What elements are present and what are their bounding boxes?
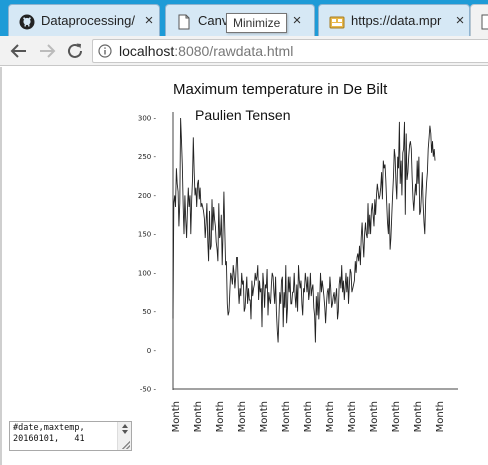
scroll-up-icon[interactable] — [122, 424, 128, 428]
dataset-icon — [329, 16, 345, 29]
x-tick-label: Month — [435, 401, 446, 432]
tab-dataprocessing[interactable]: Dataprocessing/ × — [8, 4, 160, 36]
y-tick-label: 50 - — [142, 308, 156, 316]
tab-title: Dataprocessing/ — [41, 13, 135, 28]
close-icon[interactable]: × — [144, 12, 154, 29]
y-tick-label: 100 - — [138, 269, 157, 277]
y-tick-label: 300 - — [138, 115, 157, 123]
chart-title: Maximum temperature in De Bilt — [173, 81, 388, 98]
y-tick-label: 250 - — [138, 153, 157, 161]
url-text: localhost:8080/rawdata.html — [119, 43, 293, 59]
tab-data-mpr[interactable]: https://data.mpr × — [318, 4, 470, 36]
x-tick-label: Month — [237, 401, 248, 432]
raw-data-line: 20160101, 41 — [13, 434, 85, 444]
temperature-chart: 300 - 250 - 200 - 150 - 100 - 50 - 0 - -50 - Mon… — [138, 112, 458, 432]
x-tick-label: Month — [281, 401, 292, 432]
x-tick-label: Month — [413, 401, 424, 432]
y-tick-label: 0 - — [147, 347, 157, 355]
url-host: localhost — [119, 43, 175, 59]
raw-data-textarea[interactable]: #date,maxtemp, 20160101, 41 — [9, 421, 132, 451]
page-content: Maximum temperature in De Bilt Paulien T… — [0, 67, 488, 465]
forward-arrow-icon[interactable] — [36, 40, 58, 62]
x-tick-label: Month — [171, 401, 182, 432]
temperature-series-line — [172, 117, 436, 343]
info-icon[interactable] — [98, 44, 112, 58]
x-tick-label: Month — [259, 401, 270, 432]
minimize-tooltip: Minimize — [226, 13, 288, 33]
x-tick-label: Month — [391, 401, 402, 432]
tab-title: Canva — [198, 13, 226, 28]
close-icon[interactable]: × — [455, 12, 465, 29]
y-tick-label: -50 - — [140, 386, 157, 394]
chart-subtitle: Paulien Tensen — [195, 107, 291, 123]
x-tick-label: Month — [303, 401, 314, 432]
tab-rawdata[interactable] — [470, 4, 488, 36]
back-arrow-icon[interactable] — [8, 40, 30, 62]
tab-strip: Dataprocessing/ × Canva × https://data.m… — [0, 0, 488, 36]
x-tick-label: Month — [325, 401, 336, 432]
close-icon[interactable]: × — [292, 12, 302, 29]
x-tick-label: Month — [347, 401, 358, 432]
github-icon — [19, 14, 35, 30]
browser-toolbar: localhost:8080/rawdata.html — [0, 36, 488, 66]
page-icon — [178, 14, 190, 30]
tab-title: https://data.mpr — [351, 13, 442, 28]
y-tick-label: 200 - — [138, 192, 157, 200]
x-tick-label: Month — [193, 401, 204, 432]
x-tick-label: Month — [215, 401, 226, 432]
y-tick-label: 150 - — [138, 231, 157, 239]
resize-grip-icon[interactable] — [122, 441, 130, 449]
scroll-down-icon[interactable] — [122, 430, 128, 434]
page-icon — [481, 14, 488, 30]
raw-data-line: #date,maxtemp, — [13, 423, 85, 433]
x-tick-label: Month — [369, 401, 380, 432]
address-bar[interactable]: localhost:8080/rawdata.html — [92, 39, 488, 63]
reload-icon[interactable] — [64, 40, 86, 62]
url-path: :8080/rawdata.html — [174, 43, 294, 59]
